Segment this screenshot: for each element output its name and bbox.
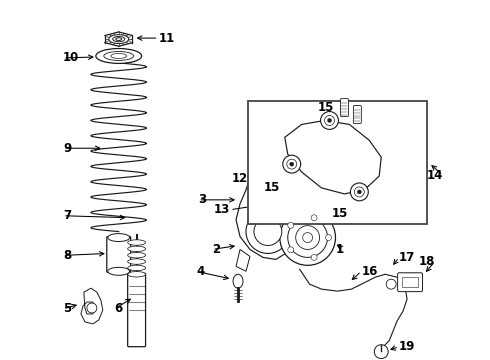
Ellipse shape bbox=[108, 234, 130, 242]
Circle shape bbox=[280, 210, 336, 265]
Circle shape bbox=[374, 345, 388, 359]
Ellipse shape bbox=[128, 265, 146, 271]
Circle shape bbox=[87, 303, 97, 313]
FancyBboxPatch shape bbox=[397, 273, 422, 292]
Ellipse shape bbox=[128, 271, 146, 277]
Text: 3: 3 bbox=[198, 193, 206, 206]
FancyBboxPatch shape bbox=[128, 273, 146, 347]
Circle shape bbox=[320, 112, 339, 129]
FancyBboxPatch shape bbox=[341, 99, 348, 117]
Circle shape bbox=[295, 226, 319, 249]
Circle shape bbox=[350, 183, 368, 201]
Circle shape bbox=[288, 218, 327, 257]
Ellipse shape bbox=[104, 51, 134, 60]
Ellipse shape bbox=[109, 35, 129, 44]
Text: 17: 17 bbox=[399, 251, 416, 264]
Circle shape bbox=[303, 233, 313, 243]
FancyBboxPatch shape bbox=[353, 105, 361, 123]
Text: 5: 5 bbox=[63, 302, 71, 315]
Text: 9: 9 bbox=[63, 142, 71, 155]
Polygon shape bbox=[285, 121, 381, 194]
Circle shape bbox=[288, 247, 294, 253]
Circle shape bbox=[354, 187, 365, 197]
Circle shape bbox=[357, 190, 361, 194]
Text: 6: 6 bbox=[115, 302, 123, 315]
Ellipse shape bbox=[128, 240, 146, 245]
Polygon shape bbox=[236, 249, 250, 271]
Polygon shape bbox=[263, 154, 278, 174]
Text: 8: 8 bbox=[63, 249, 71, 262]
Polygon shape bbox=[285, 162, 331, 212]
Ellipse shape bbox=[96, 49, 142, 63]
Text: 16: 16 bbox=[361, 265, 378, 278]
Text: 10: 10 bbox=[63, 51, 79, 64]
Circle shape bbox=[283, 155, 301, 173]
Ellipse shape bbox=[113, 36, 124, 42]
Text: 4: 4 bbox=[196, 265, 204, 278]
Circle shape bbox=[254, 218, 282, 246]
Bar bbox=[248, 100, 427, 224]
FancyBboxPatch shape bbox=[402, 277, 418, 287]
Text: 15: 15 bbox=[332, 207, 348, 220]
Text: 1: 1 bbox=[335, 243, 343, 256]
Polygon shape bbox=[236, 170, 300, 260]
Text: 18: 18 bbox=[418, 255, 435, 268]
Circle shape bbox=[311, 215, 317, 221]
Text: 13: 13 bbox=[214, 203, 230, 216]
Circle shape bbox=[310, 173, 319, 183]
Text: 15: 15 bbox=[318, 101, 334, 114]
Text: 14: 14 bbox=[426, 168, 443, 181]
FancyBboxPatch shape bbox=[107, 237, 131, 272]
Circle shape bbox=[311, 255, 317, 260]
Circle shape bbox=[293, 194, 301, 202]
Text: 15: 15 bbox=[264, 181, 280, 194]
Polygon shape bbox=[81, 288, 103, 324]
Ellipse shape bbox=[128, 246, 146, 252]
Text: 12: 12 bbox=[232, 171, 248, 185]
Circle shape bbox=[290, 162, 294, 166]
Circle shape bbox=[324, 116, 335, 125]
Text: 7: 7 bbox=[63, 209, 71, 222]
Circle shape bbox=[246, 210, 290, 253]
Circle shape bbox=[288, 222, 294, 228]
Circle shape bbox=[325, 235, 332, 240]
Ellipse shape bbox=[116, 38, 122, 40]
Text: 2: 2 bbox=[212, 243, 220, 256]
Circle shape bbox=[289, 190, 305, 206]
Circle shape bbox=[386, 279, 396, 289]
Ellipse shape bbox=[108, 267, 130, 275]
Circle shape bbox=[327, 118, 332, 122]
Ellipse shape bbox=[111, 54, 127, 58]
Ellipse shape bbox=[128, 259, 146, 264]
Circle shape bbox=[287, 159, 297, 169]
Text: 11: 11 bbox=[158, 32, 175, 45]
Ellipse shape bbox=[233, 274, 243, 288]
Ellipse shape bbox=[128, 252, 146, 258]
Text: 19: 19 bbox=[399, 340, 416, 353]
